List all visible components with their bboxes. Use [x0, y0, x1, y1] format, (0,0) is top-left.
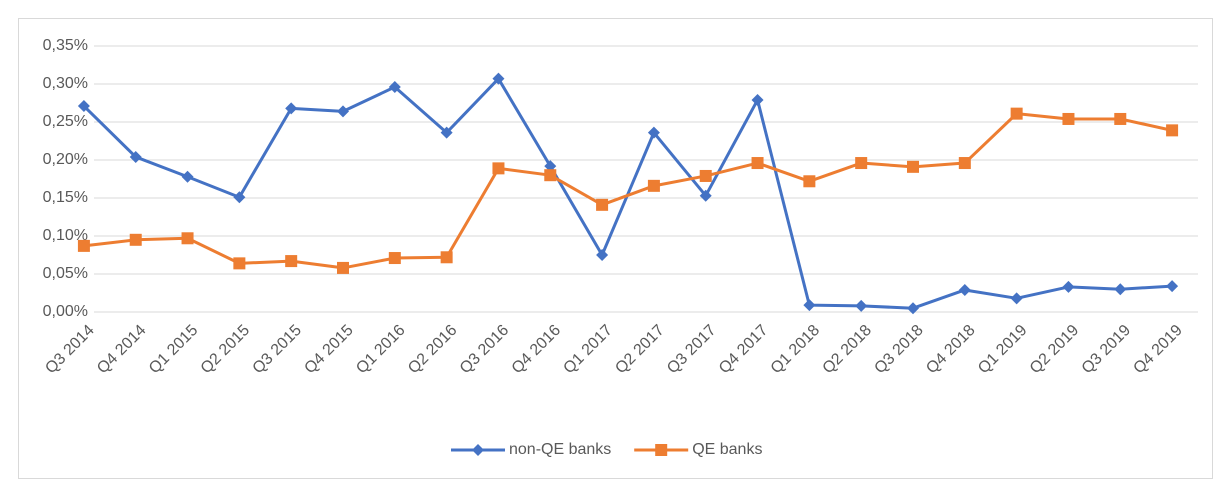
- data-point: [596, 249, 609, 261]
- data-point: [129, 150, 142, 163]
- data-point: [803, 299, 816, 312]
- data-point: [1010, 292, 1023, 305]
- data-point: [907, 302, 919, 315]
- data-point: [855, 157, 868, 170]
- data-point: [647, 126, 660, 139]
- data-point: [958, 157, 971, 170]
- chart-frame: [18, 18, 1213, 479]
- data-point: [285, 255, 298, 268]
- data-point: [181, 232, 194, 245]
- y-tick-label: 0,20%: [43, 151, 88, 168]
- y-tick-label: 0,10%: [43, 227, 88, 244]
- y-tick-label: 0,25%: [43, 113, 88, 130]
- data-point: [1062, 280, 1075, 293]
- data-point: [1062, 112, 1075, 125]
- data-point: [751, 93, 764, 106]
- y-tick-label: 0,30%: [43, 75, 88, 92]
- data-point: [647, 179, 660, 192]
- data-point: [181, 170, 194, 183]
- data-point: [803, 175, 816, 188]
- legend-label: non-QE banks: [509, 441, 611, 458]
- legend-marker: [472, 444, 484, 456]
- legend-label: QE banks: [692, 441, 762, 458]
- data-point: [596, 198, 609, 211]
- y-tick-label: 0,35%: [43, 37, 88, 54]
- data-point: [77, 100, 90, 113]
- data-point: [233, 257, 246, 270]
- data-point: [699, 189, 712, 202]
- data-point: [544, 160, 557, 173]
- data-point: [337, 261, 349, 274]
- data-point: [907, 160, 919, 173]
- data-point: [129, 233, 142, 246]
- data-point: [492, 162, 505, 175]
- legend-marker: [655, 444, 668, 456]
- data-point: [77, 239, 90, 252]
- data-point: [440, 126, 453, 139]
- data-point: [1114, 112, 1127, 125]
- data-point: [388, 252, 401, 265]
- data-point: [1166, 124, 1179, 137]
- data-point: [1166, 280, 1179, 293]
- series-line: [83, 112, 1173, 270]
- data-point: [285, 102, 298, 115]
- y-tick-label: 0,05%: [43, 265, 88, 282]
- data-point: [855, 299, 868, 312]
- data-point: [492, 72, 505, 85]
- data-point: [337, 105, 349, 118]
- data-point: [1010, 107, 1023, 120]
- data-point: [751, 157, 764, 170]
- data-point: [440, 251, 453, 264]
- data-point: [233, 191, 246, 204]
- data-point: [544, 169, 557, 182]
- y-tick-label: 0,00%: [43, 303, 88, 320]
- data-point: [1114, 283, 1127, 296]
- data-point: [388, 81, 401, 94]
- y-tick-label: 0,15%: [43, 189, 88, 206]
- data-point: [958, 283, 971, 296]
- data-point: [699, 169, 712, 182]
